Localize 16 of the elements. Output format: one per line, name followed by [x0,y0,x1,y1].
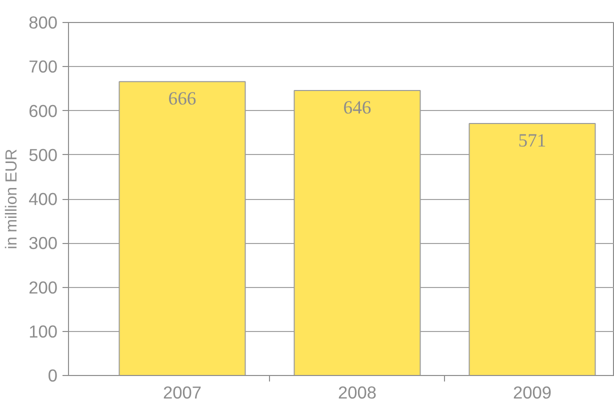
y-tick-label: 200 [28,277,58,298]
y-tick-label: 800 [28,12,58,32]
x-tick-label: 2009 [512,382,552,401]
data-label: 646 [343,97,372,118]
data-label: 571 [518,130,546,152]
x-tick-label: 2007 [162,382,202,401]
y-axis-title: in million EUR [4,148,21,250]
y-tick-label: 400 [28,189,58,209]
y-tick-label: 0 [48,366,58,386]
y-tick-label: 500 [28,144,58,165]
data-label: 666 [168,88,196,110]
y-tick-label: 100 [28,321,58,342]
y-tick-label: 300 [28,233,58,254]
y-tick-label: 600 [28,100,58,121]
y-tick-label: 700 [28,56,58,77]
x-tick-label: 2008 [338,382,377,401]
